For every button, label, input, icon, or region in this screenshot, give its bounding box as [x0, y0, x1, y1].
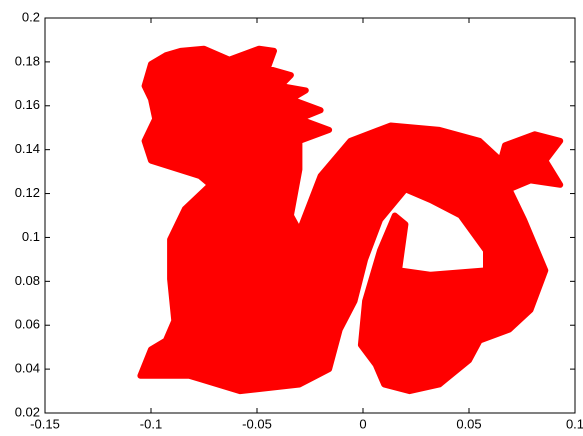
- y-tick-label: 0.12: [15, 185, 40, 200]
- x-tick-label: 0: [359, 416, 366, 431]
- y-tick-label: 0.1: [22, 229, 40, 244]
- page: {"chart_data": { "type": "fill", "color"…: [0, 0, 583, 436]
- chart: -0.15-0.1-0.0500.050.10.020.040.060.080.…: [0, 0, 583, 436]
- y-tick-label: 0.18: [15, 53, 40, 68]
- y-tick-label: 0.14: [15, 141, 40, 156]
- y-tick-label: 0.04: [15, 361, 40, 376]
- x-tick-label: 0.05: [456, 416, 481, 431]
- x-tick-label: 0.1: [566, 416, 583, 431]
- x-tick-label: -0.1: [140, 416, 162, 431]
- y-tick-label: 0.02: [15, 404, 40, 419]
- y-tick-label: 0.06: [15, 317, 40, 332]
- y-tick-label: 0.16: [15, 97, 40, 112]
- y-tick-label: 0.2: [22, 9, 40, 24]
- x-tick-label: -0.05: [242, 416, 272, 431]
- y-tick-label: 0.08: [15, 273, 40, 288]
